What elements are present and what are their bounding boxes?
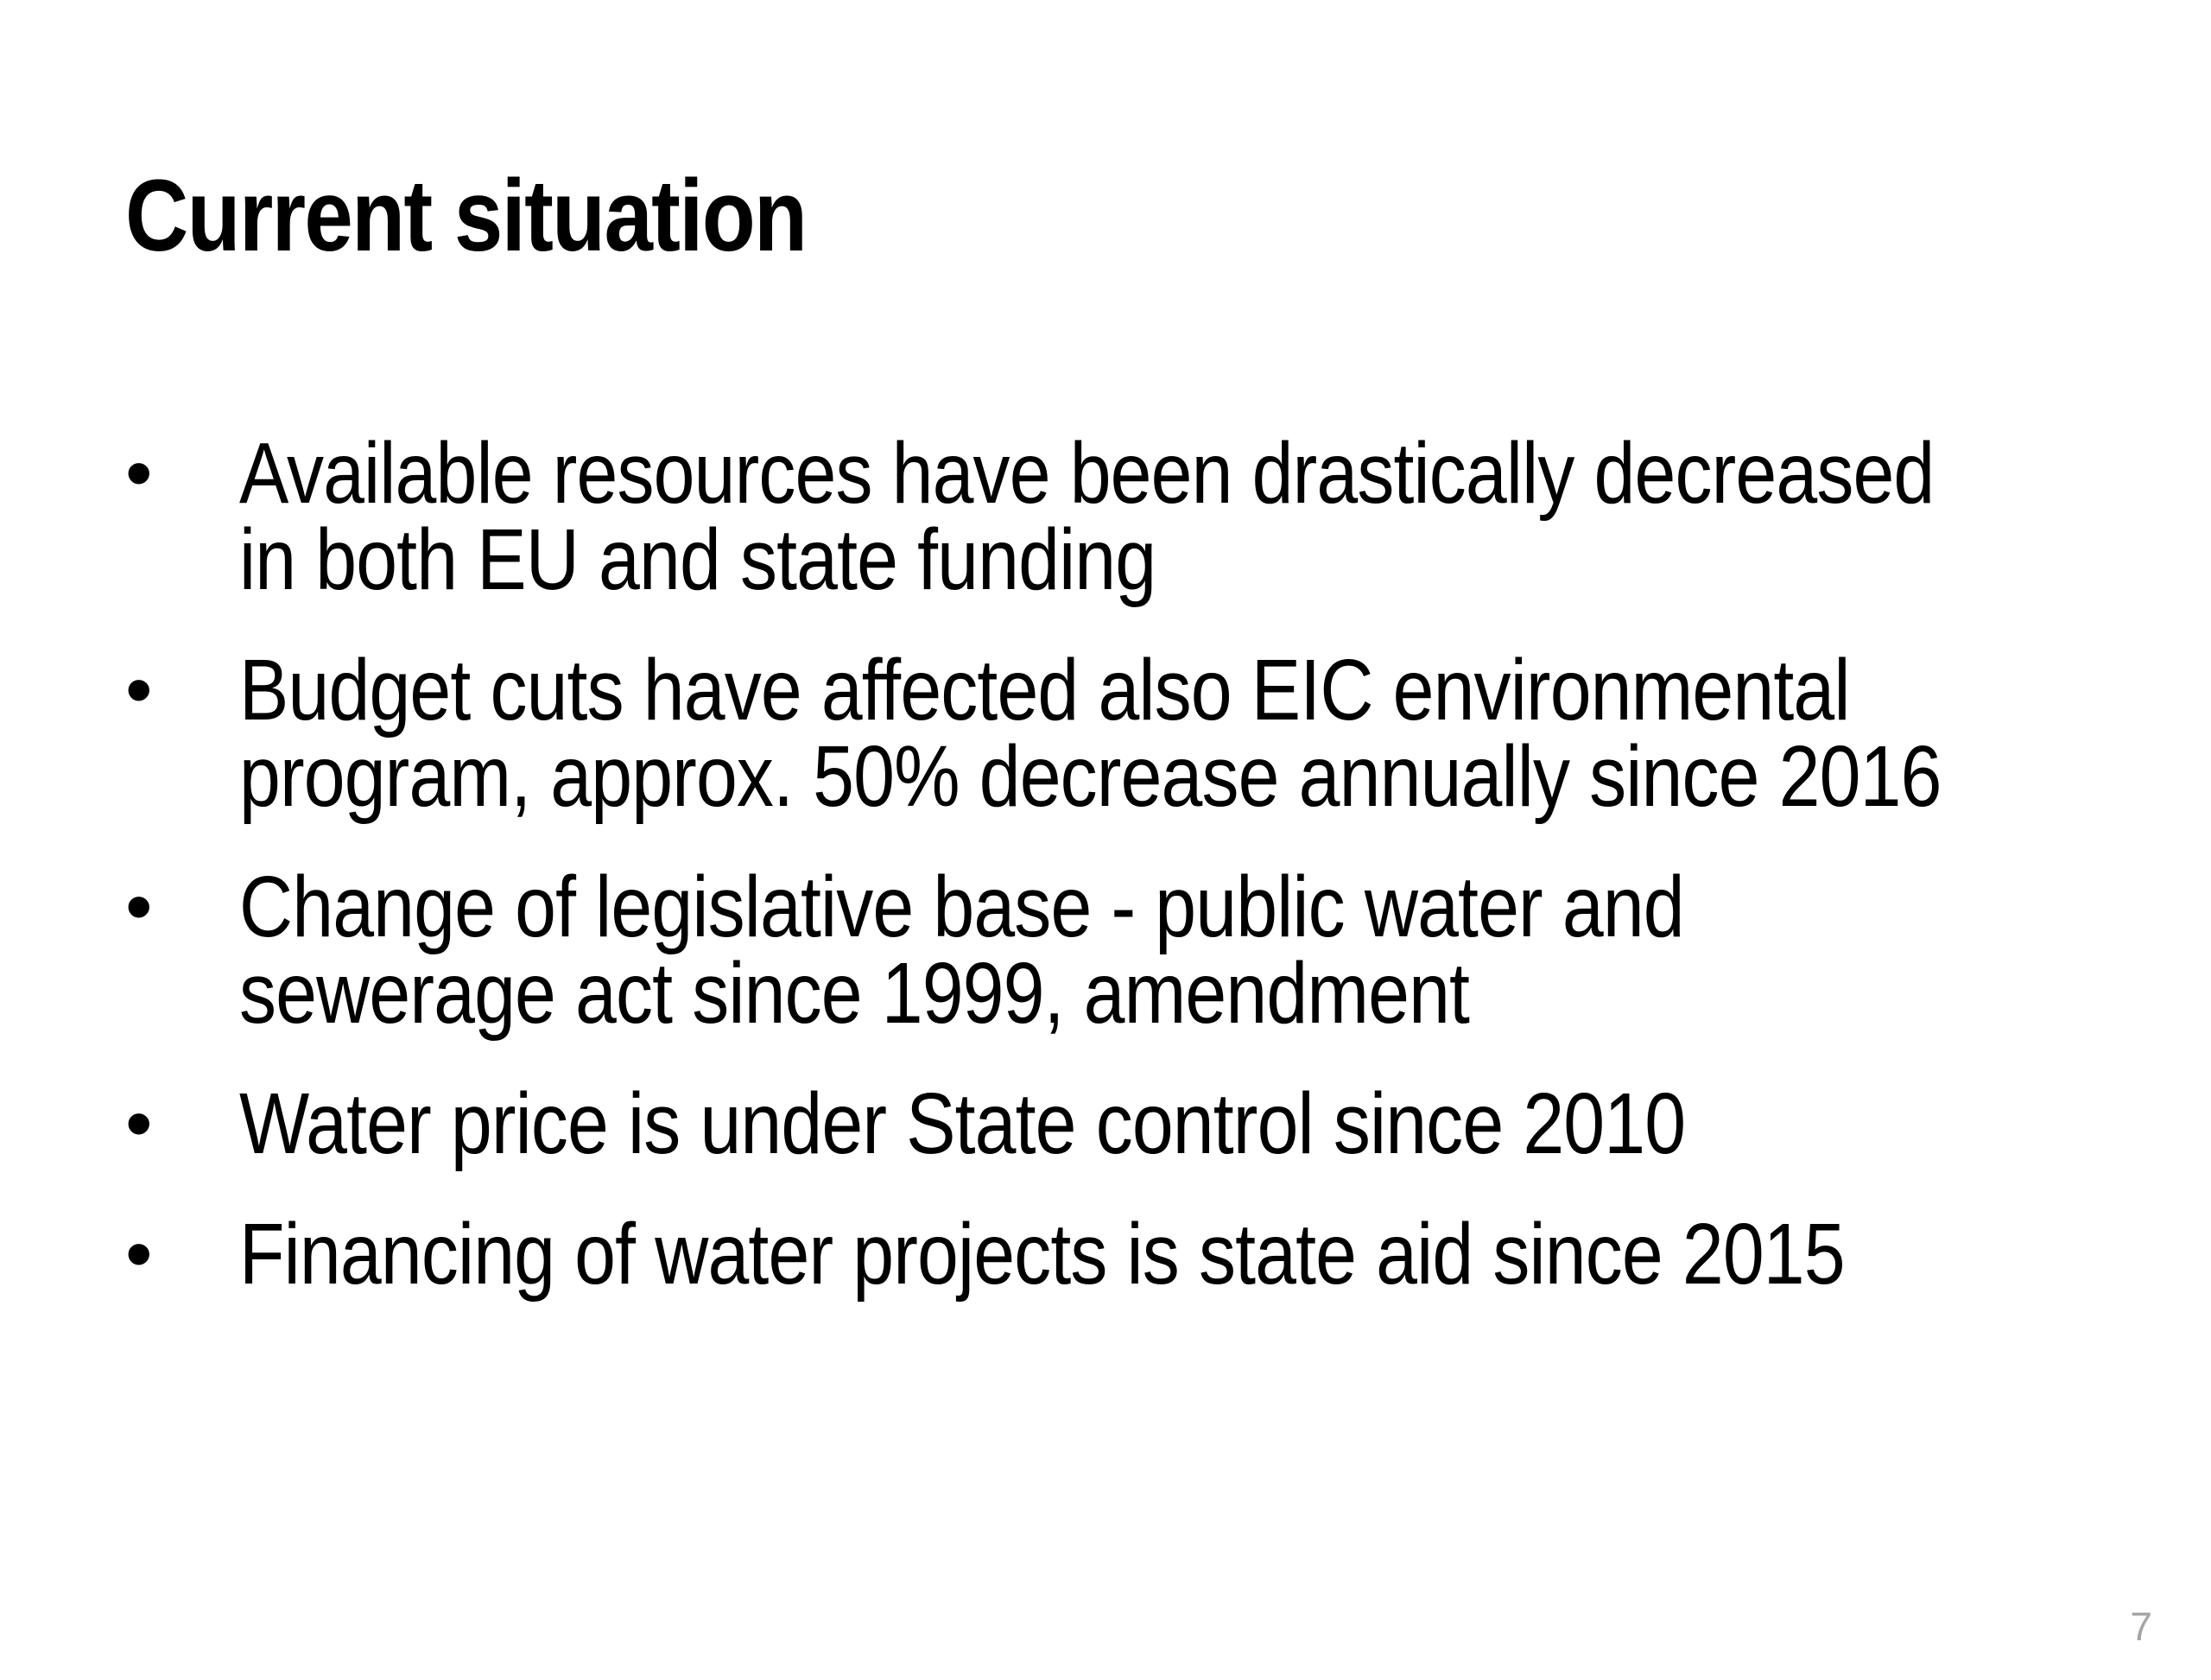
bullet-dot: • [125, 864, 153, 950]
bullet-dot: • [125, 647, 153, 733]
bullet-line: program, approx. 50% decrease annually s… [239, 728, 1942, 825]
bullet-list: • Available resources have been drastica… [125, 430, 2094, 1341]
bullet-line: Available resources have been drasticall… [239, 425, 1935, 522]
list-item: • Budget cuts have affected also EIC env… [125, 647, 2094, 820]
bullet-text: Budget cuts have affected also EIC envir… [239, 647, 2111, 820]
bullet-line: Water price is under State control since… [239, 1075, 1686, 1172]
list-item: • Change of legislative base - public wa… [125, 864, 2094, 1037]
bullet-line: Change of legislative base - public wate… [239, 859, 1685, 955]
bullet-dot: • [125, 1081, 153, 1167]
bullet-line: Financing of water projects is state aid… [239, 1206, 1846, 1303]
list-item: • Water price is under State control sin… [125, 1081, 2094, 1167]
bullet-text: Change of legislative base - public wate… [239, 864, 2111, 1037]
list-item: • Financing of water projects is state a… [125, 1211, 2094, 1297]
bullet-line: Budget cuts have affected also EIC envir… [239, 642, 1850, 739]
slide-title: Current situation [125, 159, 808, 273]
page-number: 7 [2130, 1604, 2152, 1649]
bullet-dot: • [125, 430, 153, 517]
bullet-line: in both EU and state funding [239, 511, 1156, 608]
bullet-line: sewerage act since 1999, amendment [239, 945, 1470, 1042]
bullet-dot: • [125, 1211, 153, 1297]
list-item: • Available resources have been drastica… [125, 430, 2094, 603]
bullet-text: Available resources have been drasticall… [239, 430, 2111, 603]
bullet-text: Water price is under State control since… [239, 1081, 2111, 1167]
bullet-text: Financing of water projects is state aid… [239, 1211, 2111, 1297]
